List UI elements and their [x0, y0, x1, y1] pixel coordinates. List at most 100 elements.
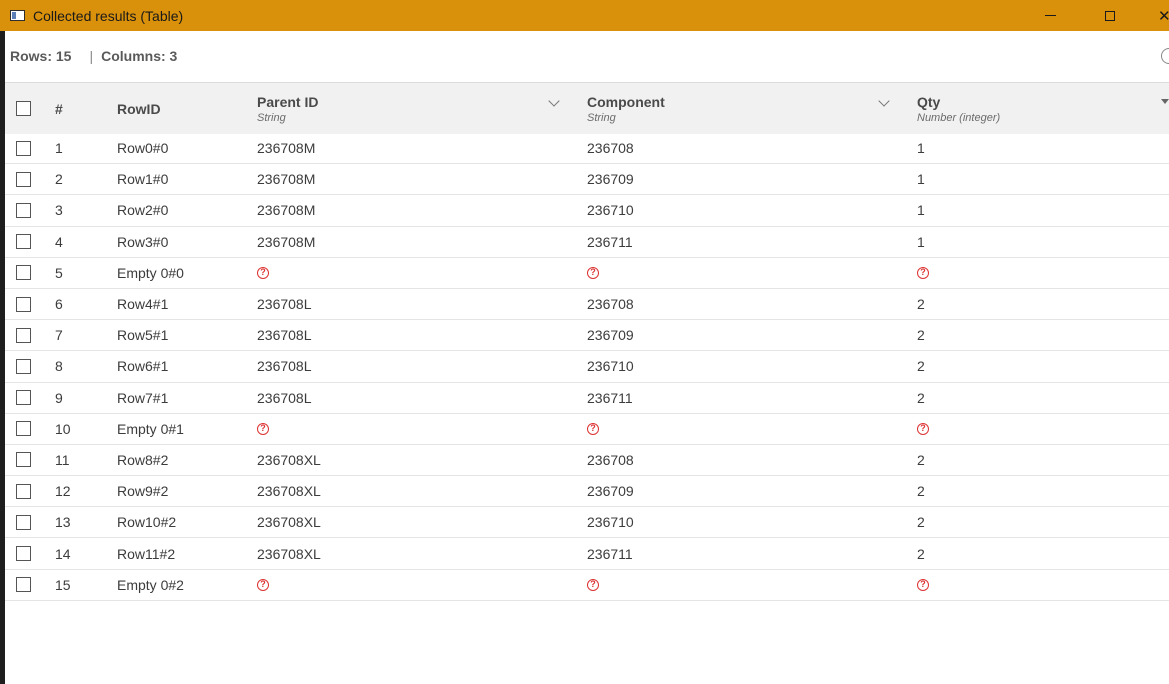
missing-value-icon: ? [257, 266, 269, 279]
qty-cell: ? [917, 414, 929, 444]
missing-value-icon: ? [587, 422, 599, 435]
header-component-label: Component [587, 93, 665, 110]
row-id: Row1#0 [117, 171, 169, 188]
row-id-cell: Row4#1 [117, 289, 168, 319]
row-checkbox[interactable] [16, 514, 31, 530]
component-value: 236708 [587, 451, 634, 468]
table-row[interactable]: 15 Empty 0#2 ? ? ? [5, 570, 1169, 601]
missing-value-icon: ? [257, 578, 269, 591]
header-parent-id[interactable]: Parent ID String [257, 83, 577, 134]
close-button[interactable]: ✕ [1150, 0, 1169, 31]
row-number: 4 [55, 233, 63, 250]
parent-id-value: 236708XL [257, 483, 321, 500]
info-separator: | [89, 48, 94, 64]
qty-cell: 1 [917, 133, 925, 163]
row-checkbox[interactable] [16, 234, 31, 250]
title-bar[interactable]: Collected results (Table) ✕ [0, 0, 1169, 31]
row-number: 6 [55, 296, 63, 313]
row-select-cell [16, 383, 31, 413]
row-checkbox[interactable] [16, 421, 31, 437]
maximize-button[interactable] [1090, 0, 1130, 31]
row-checkbox[interactable] [16, 577, 31, 593]
parent-id-cell: 236708M [257, 133, 315, 163]
table-row[interactable]: 4 Row3#0 236708M 236711 1 [5, 227, 1169, 258]
header-qty[interactable]: Qty Number (integer) [917, 83, 1169, 134]
row-checkbox[interactable] [16, 140, 31, 156]
header-rowid[interactable]: RowID [117, 83, 161, 134]
row-id: Row2#0 [117, 202, 169, 219]
row-id: Row5#1 [117, 327, 169, 344]
table-row[interactable]: 5 Empty 0#0 ? ? ? [5, 258, 1169, 289]
minimize-button[interactable] [1030, 0, 1070, 31]
parent-id-value: 236708L [257, 358, 312, 375]
chevron-down-icon[interactable] [879, 97, 889, 107]
component-value: 236709 [587, 171, 634, 188]
row-number: 9 [55, 389, 63, 406]
chevron-down-icon[interactable] [549, 97, 559, 107]
row-checkbox[interactable] [16, 265, 31, 281]
table-row[interactable]: 7 Row5#1 236708L 236709 2 [5, 320, 1169, 352]
row-checkbox[interactable] [16, 296, 31, 312]
row-id: Row6#1 [117, 358, 169, 375]
row-checkbox[interactable] [16, 390, 31, 406]
row-index: 14 [55, 538, 71, 568]
table-row[interactable]: 11 Row8#2 236708XL 236708 2 [5, 445, 1169, 477]
row-select-cell [16, 570, 31, 600]
qty-cell: 1 [917, 195, 925, 225]
table-info-bar: Rows: 15 | Columns: 3 [5, 31, 1169, 81]
table-row[interactable]: 1 Row0#0 236708M 236708 1 [5, 133, 1169, 165]
row-number: 10 [55, 420, 71, 437]
info-icon[interactable] [1161, 48, 1169, 64]
parent-id-value: 236708L [257, 327, 312, 344]
table-row[interactable]: 9 Row7#1 236708L 236711 2 [5, 383, 1169, 414]
row-checkbox[interactable] [16, 358, 31, 374]
component-value: 236709 [587, 483, 634, 500]
row-index: 8 [55, 351, 63, 381]
component-cell: 236708 [587, 445, 634, 475]
parent-id-cell: 236708XL [257, 445, 321, 475]
parent-id-cell: 236708M [257, 195, 315, 225]
qty-value: 1 [917, 202, 925, 219]
header-component[interactable]: Component String [587, 83, 907, 134]
row-number: 14 [55, 545, 71, 562]
parent-id-cell: 236708L [257, 383, 312, 413]
table-row[interactable]: 6 Row4#1 236708L 236708 2 [5, 289, 1169, 321]
component-value: 236711 [587, 389, 633, 406]
row-select-cell [16, 538, 31, 568]
row-number: 11 [55, 451, 70, 468]
qty-cell: ? [917, 570, 929, 600]
row-checkbox[interactable] [16, 327, 31, 343]
table-row[interactable]: 12 Row9#2 236708XL 236709 2 [5, 476, 1169, 508]
table-row[interactable]: 3 Row2#0 236708M 236710 1 [5, 195, 1169, 227]
sort-indicator-icon[interactable] [1161, 99, 1169, 104]
row-number: 12 [55, 483, 71, 500]
row-checkbox[interactable] [16, 452, 31, 468]
table-row[interactable]: 10 Empty 0#1 ? ? ? [5, 414, 1169, 445]
component-cell: 236710 [587, 351, 634, 381]
row-checkbox[interactable] [16, 483, 31, 499]
row-checkbox[interactable] [16, 171, 31, 187]
component-cell: ? [587, 414, 599, 444]
row-id-cell: Row7#1 [117, 383, 168, 413]
table-row[interactable]: 13 Row10#2 236708XL 236710 2 [5, 507, 1169, 539]
select-all-checkbox[interactable] [16, 101, 31, 116]
row-id-cell: Row1#0 [117, 164, 168, 194]
missing-value-icon: ? [257, 422, 269, 435]
component-cell: ? [587, 258, 599, 288]
row-id: Empty 0#1 [117, 420, 184, 437]
row-id-cell: Row3#0 [117, 227, 168, 257]
row-number: 3 [55, 202, 63, 219]
table-row[interactable]: 14 Row11#2 236708XL 236711 2 [5, 538, 1169, 570]
table-row[interactable]: 8 Row6#1 236708L 236710 2 [5, 351, 1169, 383]
parent-id-cell: ? [257, 414, 269, 444]
row-checkbox[interactable] [16, 202, 31, 218]
row-checkbox[interactable] [16, 546, 31, 562]
component-value: 236708 [587, 140, 634, 157]
parent-id-cell: 236708L [257, 289, 312, 319]
header-index-label: # [55, 100, 63, 117]
row-index: 6 [55, 289, 63, 319]
row-count: Rows: 15 [10, 48, 72, 64]
table-row[interactable]: 2 Row1#0 236708M 236709 1 [5, 164, 1169, 196]
row-id-cell: Row5#1 [117, 320, 168, 350]
table-body: 1 Row0#0 236708M 236708 1 2 Row1#0 23670… [5, 133, 1169, 601]
